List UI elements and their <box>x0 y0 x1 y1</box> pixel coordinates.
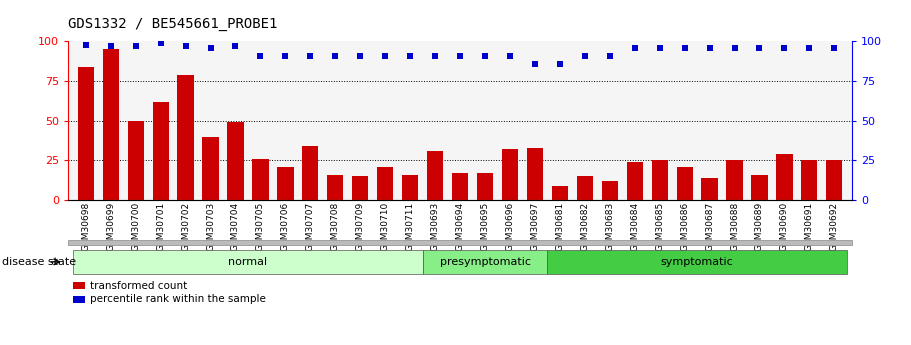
Bar <box>327 175 343 200</box>
Bar <box>77 67 94 200</box>
Text: GDS1332 / BE545661_PROBE1: GDS1332 / BE545661_PROBE1 <box>68 17 278 31</box>
Point <box>477 53 492 58</box>
Bar <box>128 121 144 200</box>
Bar <box>228 122 243 200</box>
Point <box>527 61 542 66</box>
Point <box>128 43 143 49</box>
Bar <box>752 175 768 200</box>
Bar <box>103 49 118 200</box>
Point <box>403 53 417 58</box>
Point <box>628 45 642 50</box>
Point <box>303 53 318 58</box>
Point <box>727 45 742 50</box>
Text: presymptomatic: presymptomatic <box>439 257 530 267</box>
Point <box>453 53 467 58</box>
Bar <box>252 159 269 200</box>
Bar <box>577 176 593 200</box>
Point <box>153 40 168 46</box>
Bar <box>452 173 468 200</box>
Text: normal: normal <box>229 257 268 267</box>
Point <box>353 53 367 58</box>
Bar <box>726 160 742 200</box>
Point <box>578 53 592 58</box>
Point <box>179 43 193 49</box>
Point <box>553 61 568 66</box>
Bar <box>627 162 643 200</box>
Point <box>229 43 243 49</box>
Point <box>278 53 292 58</box>
Bar <box>402 175 418 200</box>
Bar <box>826 160 843 200</box>
Bar <box>152 102 169 200</box>
Point <box>752 45 767 50</box>
Bar <box>476 173 493 200</box>
Point <box>203 45 218 50</box>
Bar <box>353 176 368 200</box>
Point <box>503 53 517 58</box>
Point <box>378 53 393 58</box>
Bar <box>651 160 668 200</box>
Point <box>428 53 443 58</box>
Point <box>253 53 268 58</box>
Bar <box>178 75 194 200</box>
Point <box>78 42 93 47</box>
Bar <box>802 160 817 200</box>
Bar <box>502 149 518 200</box>
Point <box>602 53 617 58</box>
Bar <box>601 181 618 200</box>
Bar <box>552 186 568 200</box>
Point <box>652 45 667 50</box>
Bar <box>377 167 394 200</box>
Text: percentile rank within the sample: percentile rank within the sample <box>90 295 266 304</box>
Point <box>328 53 343 58</box>
Bar <box>277 167 293 200</box>
Bar <box>302 146 319 200</box>
Bar <box>427 151 444 200</box>
Text: disease state: disease state <box>2 257 76 267</box>
Bar <box>677 167 692 200</box>
Bar <box>202 137 219 200</box>
Point <box>104 43 118 49</box>
Bar <box>776 154 793 200</box>
Point <box>702 45 717 50</box>
Point <box>677 45 691 50</box>
Point <box>777 45 792 50</box>
Point <box>802 45 816 50</box>
Point <box>827 45 842 50</box>
Bar <box>527 148 543 200</box>
Text: symptomatic: symptomatic <box>660 257 733 267</box>
Text: transformed count: transformed count <box>90 281 188 290</box>
Bar <box>701 178 718 200</box>
